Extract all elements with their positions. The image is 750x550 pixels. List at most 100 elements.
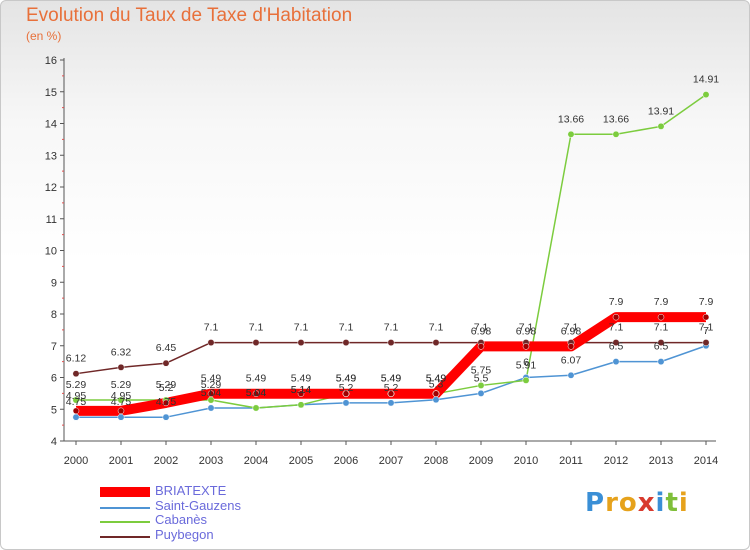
data-label-briatexte: 4.95 xyxy=(66,390,87,402)
data-point-saint_gauzens xyxy=(207,404,215,412)
data-point-saint_gauzens xyxy=(657,358,665,366)
data-label-puybegon: 7.1 xyxy=(204,322,219,334)
data-point-saint_gauzens xyxy=(477,389,485,397)
data-label-saint_gauzens: 5.5 xyxy=(474,372,489,384)
legend-item-cabanes: Cabanès xyxy=(100,512,320,529)
y-tick-label: 6 xyxy=(51,373,57,385)
data-label-cabanes: 13.91 xyxy=(648,105,674,117)
x-tick-label: 2002 xyxy=(154,455,178,467)
x-tick-label: 2011 xyxy=(559,455,583,467)
legend-label-puybegon: Puybegon xyxy=(155,526,214,542)
data-point-cabanes xyxy=(522,376,530,384)
data-label-briatexte: 7.9 xyxy=(609,296,624,308)
data-point-cabanes xyxy=(252,404,260,412)
data-label-cabanes: 5.75 xyxy=(471,364,492,376)
data-point-puybegon xyxy=(387,339,395,347)
y-tick-label: 16 xyxy=(45,55,57,67)
data-point-cabanes xyxy=(657,122,665,130)
legend-swatch-cabanes xyxy=(100,521,150,523)
legend-item-saint-gauzens: Saint-Gauzens xyxy=(100,497,320,515)
data-label-briatexte: 6.98 xyxy=(516,325,537,337)
data-label-cabanes: 5.14 xyxy=(291,384,312,396)
y-tick-label: 7 xyxy=(51,341,57,353)
data-label-cabanes: 14.91 xyxy=(693,74,719,86)
data-label-puybegon: 6.45 xyxy=(156,342,177,354)
logo-letter: o xyxy=(618,488,638,518)
legend-label-saint-gauzens: Saint-Gauzens xyxy=(155,497,241,513)
data-point-briatexte xyxy=(162,399,170,407)
data-point-puybegon xyxy=(612,339,620,347)
y-tick-label: 15 xyxy=(45,87,57,99)
data-point-cabanes xyxy=(477,381,485,389)
data-label-briatexte: 7.9 xyxy=(654,296,669,308)
data-label-cabanes: 13.66 xyxy=(603,113,629,125)
data-point-puybegon xyxy=(432,339,440,347)
data-point-briatexte xyxy=(387,390,395,397)
x-tick-label: 2008 xyxy=(424,455,448,467)
data-label-puybegon: 7.1 xyxy=(429,322,444,334)
data-point-puybegon xyxy=(207,339,215,347)
y-tick-label: 5 xyxy=(51,404,57,416)
data-point-puybegon xyxy=(702,339,710,347)
data-label-saint_gauzens: 5.04 xyxy=(246,387,267,399)
data-label-saint_gauzens: 5.2 xyxy=(339,382,354,394)
logo-letter: x xyxy=(637,488,656,518)
data-label-saint_gauzens: 6.07 xyxy=(561,354,582,366)
data-label-puybegon: 7.1 xyxy=(564,322,579,334)
x-tick-label: 2007 xyxy=(379,455,403,467)
data-point-briatexte xyxy=(522,343,530,350)
data-label-saint_gauzens: 5.3 xyxy=(429,379,444,391)
data-point-saint_gauzens xyxy=(432,396,440,404)
data-label-briatexte: 7.9 xyxy=(699,296,714,308)
data-point-briatexte xyxy=(657,313,665,321)
data-label-saint_gauzens: 6.5 xyxy=(609,341,624,353)
data-point-briatexte xyxy=(297,390,305,397)
legend: BRIATEXTE Saint-Gauzens Cabanès Puybegon xyxy=(100,483,320,544)
x-tick-label: 2001 xyxy=(109,455,133,467)
data-point-cabanes xyxy=(702,91,710,99)
data-point-cabanes xyxy=(117,396,125,404)
data-point-puybegon xyxy=(117,363,125,371)
chart-title: Evolution du Taux de Taxe d'Habitation xyxy=(26,5,353,26)
data-label-briatexte: 6.98 xyxy=(471,325,492,337)
data-label-cabanes: 5.49 xyxy=(426,373,447,385)
data-label-cabanes: 5.29 xyxy=(156,379,177,391)
x-tick-label: 2005 xyxy=(289,455,313,467)
legend-item-puybegon: Puybegon xyxy=(100,526,320,544)
data-label-puybegon: 7.1 xyxy=(339,322,354,334)
x-tick-label: 2013 xyxy=(649,455,673,467)
chart-subtitle: (en %) xyxy=(26,29,62,43)
data-label-saint_gauzens: 4.75 xyxy=(66,396,87,408)
x-tick-label: 2003 xyxy=(199,455,223,467)
data-label-saint_gauzens: 5.04 xyxy=(201,387,222,399)
data-label-briatexte: 5.49 xyxy=(381,373,402,385)
x-tick-label: 2006 xyxy=(334,455,358,467)
data-label-puybegon: 6.12 xyxy=(66,353,87,365)
data-label-saint_gauzens: 6 xyxy=(523,357,529,369)
y-tick-label: 13 xyxy=(45,150,57,162)
legend-label-cabanes: Cabanès xyxy=(155,512,208,527)
data-label-puybegon: 7.1 xyxy=(294,322,309,334)
data-point-briatexte xyxy=(252,390,260,397)
proxiti-logo: Proxiti xyxy=(585,488,689,518)
data-label-briatexte: 6.98 xyxy=(561,325,582,337)
data-label-briatexte: 5.49 xyxy=(246,373,267,385)
data-point-saint_gauzens xyxy=(567,371,575,379)
data-point-briatexte xyxy=(342,390,350,397)
x-tick-label: 2010 xyxy=(514,455,538,467)
data-label-saint_gauzens: 4.75 xyxy=(111,396,132,408)
logo-letter: P xyxy=(585,488,606,518)
x-tick-label: 2004 xyxy=(244,455,268,467)
data-label-puybegon: 7.1 xyxy=(384,322,399,334)
data-point-briatexte xyxy=(567,343,575,350)
logo-letter: r xyxy=(605,488,619,518)
data-point-briatexte xyxy=(72,407,80,415)
data-label-cabanes: 5.49 xyxy=(336,373,357,385)
logo-letter: t xyxy=(665,488,679,518)
data-label-briatexte: 5.49 xyxy=(336,373,357,385)
y-tick-label: 12 xyxy=(45,182,57,194)
data-point-briatexte xyxy=(477,343,485,350)
data-label-puybegon: 7.1 xyxy=(654,322,669,334)
data-point-saint_gauzens xyxy=(342,399,350,407)
